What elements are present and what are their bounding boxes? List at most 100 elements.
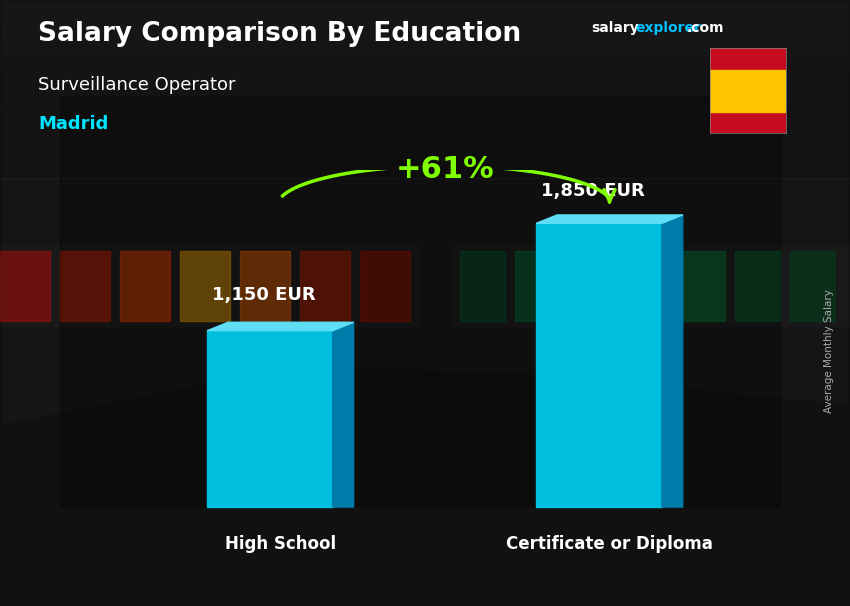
Bar [0,77,850,78]
Text: 1,150 EUR: 1,150 EUR [212,286,315,304]
Bar [0,133,850,134]
Bar [0,60,850,61]
Bar [0,123,850,124]
Bar [0,131,850,132]
Bar [680,251,725,321]
Bar [180,251,230,321]
Bar [0,141,850,142]
Text: explorer: explorer [636,21,701,35]
Bar [0,129,850,130]
Bar [0,118,850,119]
Text: High School: High School [224,534,336,553]
Text: 1,850 EUR: 1,850 EUR [541,182,645,199]
Bar [0,15,850,16]
Bar [0,161,850,162]
Bar [60,251,110,321]
Bar [0,144,850,145]
Bar [0,151,850,152]
Bar [625,251,670,321]
Bar [0,48,850,49]
Bar [570,251,615,321]
Bar [0,124,850,125]
Bar [0,122,850,123]
Bar [0,167,850,168]
Bar [0,176,850,177]
Bar [0,4,850,5]
Bar [0,2,850,3]
Polygon shape [536,215,683,224]
Bar [0,96,850,97]
Bar [0,136,850,137]
Bar [0,83,850,84]
Bar [0,142,850,143]
Bar [0,173,850,174]
Bar [0,169,850,170]
Bar [0,59,850,60]
Bar [0,104,850,105]
Bar [0,121,850,122]
Bar [0,25,850,26]
Bar [0,135,850,136]
Bar [0,148,850,149]
Bar [0,3,850,4]
Bar [0,107,850,108]
Bar [0,108,850,109]
Bar [0,112,850,113]
Bar [0,143,850,144]
Bar [0,9,850,10]
Bar [0,113,850,114]
Bar [0,80,850,81]
Bar [0,27,850,28]
Bar [0,155,850,156]
Bar [0,138,850,139]
Bar [0,165,850,166]
Bar [0,22,850,23]
Bar [0,86,850,87]
Bar [0,98,850,99]
Bar [0,49,850,50]
Bar [0,17,850,18]
Bar [0,110,850,111]
Bar [0,33,850,34]
Bar [0,164,850,165]
Bar [0,130,850,131]
Bar [0,1,850,2]
Bar [0,168,850,169]
Bar [0,150,850,151]
Bar [0,115,850,116]
Bar [0,47,850,48]
Bar [0,119,850,120]
Bar [0,72,850,73]
Bar [0,31,850,32]
Bar [0,43,850,44]
Bar [207,331,332,507]
Bar [0,87,850,88]
Bar [0,6,850,7]
Bar [0,163,850,164]
Bar [0,50,850,51]
Bar [0,128,850,129]
Bar [0,73,850,74]
Bar [0,246,850,326]
Bar [0,157,850,158]
Bar [0,159,850,160]
Bar [0,158,850,159]
Bar [60,96,780,506]
Bar [0,19,850,20]
Bar [0,114,850,115]
Bar [515,251,560,321]
Bar [0,139,850,140]
Bar [240,251,290,321]
Bar [0,71,850,72]
Bar [0,170,850,171]
Bar [0,62,850,63]
Bar [0,41,850,42]
Bar [360,251,410,321]
Bar [0,40,850,41]
Bar [0,68,850,69]
Bar [0,117,850,118]
Bar [0,132,850,133]
Bar [0,90,850,91]
Bar [0,39,850,40]
Bar [0,55,850,56]
